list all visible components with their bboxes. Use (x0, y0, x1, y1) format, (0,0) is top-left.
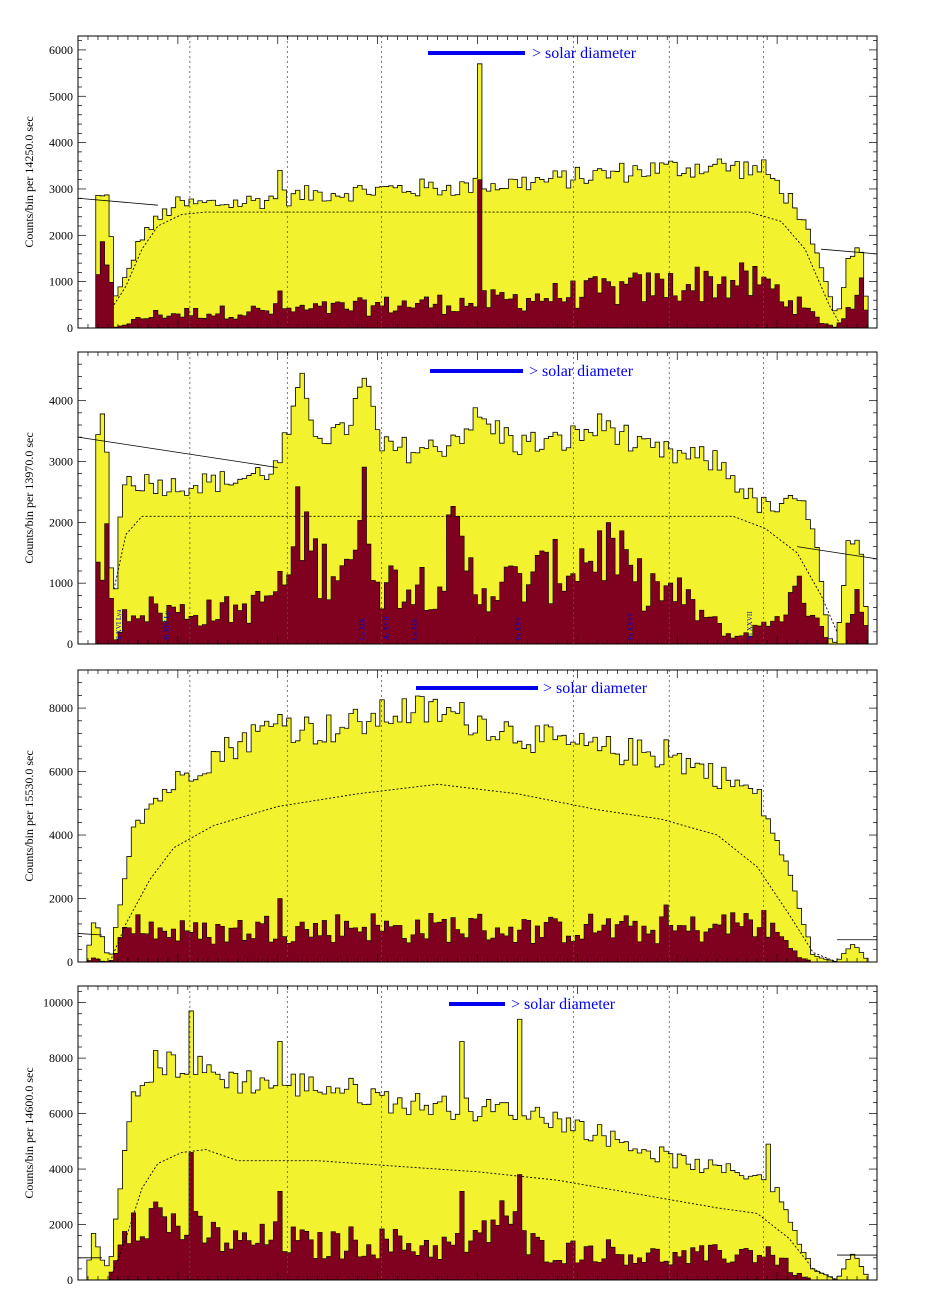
y-tick-label: 6000 (49, 1107, 73, 1121)
y-tick-label: 6000 (49, 43, 73, 57)
line-annotation: Fe XXVI (626, 613, 634, 640)
y-tick-label: 4000 (49, 136, 73, 150)
background-line-1 (77, 197, 158, 206)
y-tick-label: 3000 (49, 455, 73, 469)
line-annotation: S XVI Lya (115, 609, 123, 640)
background-line-2 (797, 546, 878, 560)
background-line-2 (821, 248, 878, 255)
y-tick-label: 0 (67, 1273, 73, 1287)
y-tick-label: 3000 (49, 182, 73, 196)
panel-4: 0 2000 4000 6000 8000 10000 Counts/bin per 146… (22, 985, 878, 1287)
y-axis-label: Counts/bin per 13970.0 sec (22, 432, 36, 563)
y-tick-label: 4000 (49, 1162, 73, 1176)
y-axis-label: Counts/bin per 14600.0 sec (22, 1067, 36, 1198)
solar-diameter-label: > solar diameter (532, 45, 637, 62)
panel-2: 0 1000 2000 3000 4000 Counts/bin per 13970.0 … (22, 351, 878, 651)
line-annotation: Si XIV Ly (163, 610, 171, 640)
total-spectrum-area (78, 695, 877, 963)
y-tick-label: 0 (67, 955, 73, 969)
y-tick-label: 4000 (49, 394, 73, 408)
panel-3: 0 2000 4000 6000 8000 Counts/bin per 15530.0 … (22, 669, 878, 969)
background-line-1 (77, 933, 102, 936)
line-annotation: Ar XVII (383, 615, 391, 640)
solar-diameter-label: > solar diameter (529, 363, 634, 380)
model-curve (113, 211, 842, 326)
y-tick-label: 1000 (49, 576, 73, 590)
model-curve (109, 783, 838, 963)
y-tick-label: 8000 (49, 1051, 73, 1065)
line-annotation: Fe XXV (514, 616, 522, 640)
y-tick-label: 2000 (49, 228, 73, 242)
model-curve (113, 515, 838, 632)
y-tick-label: 1000 (49, 275, 73, 289)
line-annotation: Ca XIX (359, 618, 367, 640)
reflected-spectrum-area (78, 1152, 877, 1281)
line-annotation: Ni XXVII (746, 611, 754, 640)
solar-diameter-label: > solar diameter (543, 680, 648, 697)
y-tick-label: 2000 (49, 1218, 73, 1232)
y-tick-label: 2000 (49, 892, 73, 906)
panel-1: 0 1000 2000 3000 4000 5000 6000 Counts/bin per … (22, 35, 878, 335)
y-tick-label: 4000 (49, 828, 73, 842)
y-tick-label: 0 (67, 637, 73, 651)
reflected-spectrum-area (78, 466, 877, 645)
background-line-1 (77, 436, 278, 468)
y-tick-label: 0 (67, 321, 73, 335)
reflected-spectrum-area (78, 179, 877, 329)
line-annotation: Ca XIX (411, 618, 419, 640)
y-axis-label: Counts/bin per 14250.0 sec (22, 116, 36, 247)
y-tick-label: 10000 (43, 996, 73, 1010)
y-tick-label: 6000 (49, 765, 73, 779)
y-tick-label: 8000 (49, 701, 73, 715)
y-tick-label: 5000 (49, 89, 73, 103)
y-tick-label: 2000 (49, 515, 73, 529)
y-axis-label: Counts/bin per 15530.0 sec (22, 750, 36, 881)
solar-diameter-label: > solar diameter (511, 996, 616, 1013)
reflected-spectrum-area (78, 898, 877, 963)
model-curve (109, 1149, 838, 1281)
